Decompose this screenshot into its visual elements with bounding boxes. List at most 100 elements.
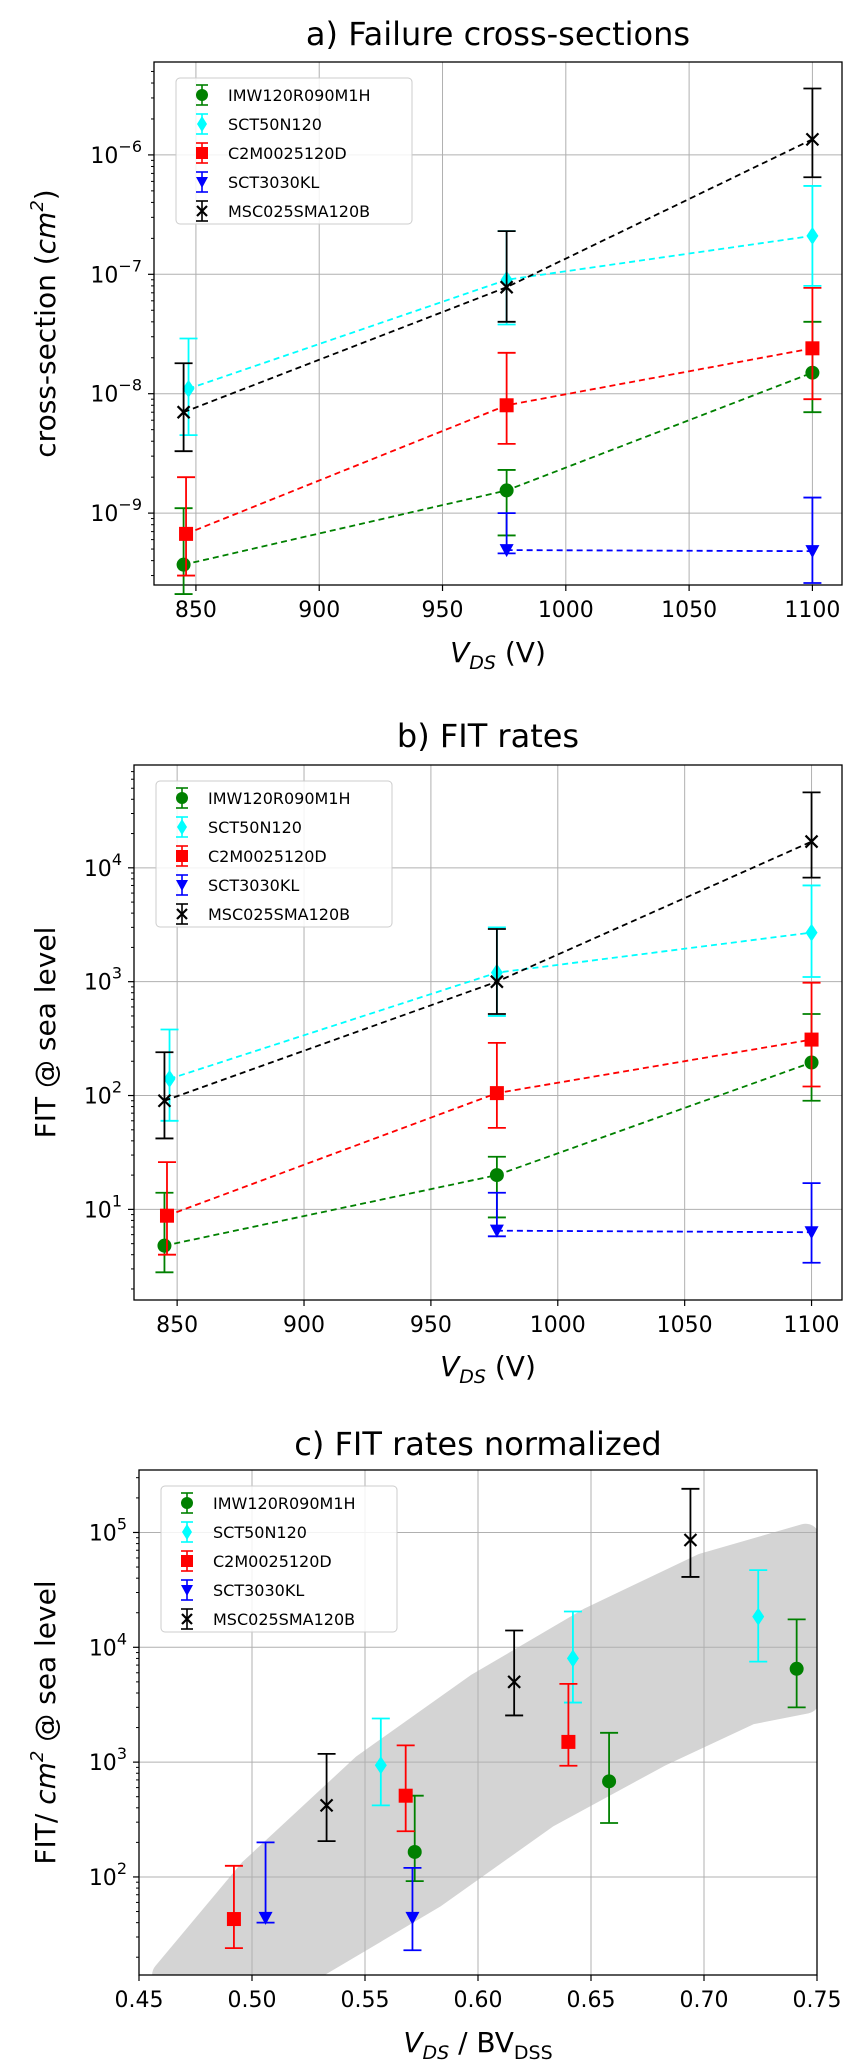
panel-b-fit-rates: 850 900 950 1000 1050 1100 101 102 103 104 IMW120R… (29, 717, 843, 1388)
x-tick-label: 900 (283, 1313, 325, 1338)
legend-marker (176, 792, 188, 804)
x-tick-label: 1050 (661, 598, 717, 623)
data-point (407, 1844, 422, 1859)
data-point (398, 1788, 413, 1803)
y-tick-label: 102 (84, 1078, 122, 1110)
data-point (805, 341, 820, 356)
y-tick-label: 10−9 (90, 495, 142, 527)
legend-marker (196, 147, 208, 159)
legend: IMW120R090M1H SCT50N120 C2M0025120D SCT3030… (155, 780, 393, 928)
legend-label: SCT3030KL (228, 173, 319, 192)
x-tick-label: 1050 (657, 1313, 713, 1338)
y-tick-label: 102 (89, 1859, 127, 1891)
series-IMW120R090M1H (174, 320, 822, 595)
panel-c-fit-rates-normalized: 0.45 0.50 0.55 0.60 0.65 0.70 0.75 102 103 104 105… (27, 1425, 841, 2060)
plot-frame (133, 764, 843, 1301)
y-axis-label: FIT @ sea level (29, 927, 62, 1139)
data-point (805, 545, 820, 559)
data-point (602, 1774, 617, 1789)
legend-label: MSC025SMA120B (208, 905, 350, 924)
series-line (496, 1229, 812, 1234)
data-point (752, 1607, 765, 1626)
legend-box (175, 77, 413, 225)
series-MSC025SMA120B (174, 87, 822, 453)
y-tick-label: 105 (89, 1514, 127, 1546)
legend-marker (181, 1585, 193, 1596)
legend-marker (181, 1497, 193, 1509)
series-MSC025SMA120B (317, 1487, 700, 1843)
series-IMW120R090M1H (405, 1618, 806, 1883)
data-point (499, 544, 514, 558)
data-point (489, 1224, 504, 1238)
data-point (182, 379, 195, 398)
x-tick-label: 0.75 (793, 1988, 842, 2013)
legend-label: C2M0025120D (208, 847, 327, 866)
series-C2M0025120D (157, 981, 821, 1256)
data-point (804, 834, 819, 849)
chart-title: c) FIT rates normalized (294, 1425, 661, 1463)
legend-label: C2M0025120D (213, 1552, 332, 1571)
x-tick-label: 0.60 (454, 1988, 503, 2013)
legend: IMW120R090M1H SCT50N120 C2M0025120D SCT3030… (175, 77, 413, 225)
data-point (499, 280, 514, 294)
data-point (226, 1912, 241, 1927)
legend-marker (197, 116, 207, 132)
data-point (179, 526, 194, 541)
data-point (489, 1168, 504, 1183)
legend-box (155, 780, 393, 928)
legend: IMW120R090M1H SCT50N120 C2M0025120D SCT3030… (160, 1485, 398, 1633)
y-axis-label: cross-section (cm2) (27, 189, 62, 457)
series-SCT3030KL (487, 1182, 821, 1264)
x-tick-label: 1100 (784, 598, 840, 623)
legend-label: SCT3030KL (208, 876, 299, 895)
x-tick-label: 0.45 (115, 1988, 164, 2013)
data-point (176, 405, 191, 419)
y-tick-label: 103 (84, 964, 122, 996)
legend-marker (196, 205, 208, 217)
series-SCT3030KL (256, 1841, 422, 1952)
y-tick-label: 103 (89, 1744, 127, 1776)
x-tick-label: 950 (422, 598, 464, 623)
legend-marker (196, 177, 208, 188)
y-tick-label: 10−7 (90, 256, 142, 288)
data-point (157, 1093, 172, 1108)
chart-title: b) FIT rates (397, 717, 579, 755)
y-axis-label: FIT/ cm2 @ sea level (27, 1580, 62, 1864)
legend-marker (181, 1613, 193, 1625)
y-tick-label: 10−8 (90, 376, 142, 408)
chart-title: a) Failure cross-sections (306, 15, 690, 53)
legend-label: C2M0025120D (228, 144, 347, 163)
data-point (319, 1798, 334, 1813)
legend-label: IMW120R090M1H (213, 1494, 356, 1513)
legend-label: IMW120R090M1H (228, 86, 371, 105)
data-point (566, 1649, 579, 1668)
x-axis-label: VDS (V) (440, 1350, 536, 1388)
series-MSC025SMA120B (155, 791, 821, 1140)
data-point (374, 1756, 387, 1775)
data-point (499, 398, 514, 413)
series-line (506, 549, 813, 553)
legend-label: IMW120R090M1H (208, 789, 351, 808)
x-tick-label: 900 (298, 598, 340, 623)
x-axis-label: VDS / BVDSS (403, 2026, 552, 2060)
legend-marker (196, 89, 208, 101)
legend-marker (176, 908, 188, 920)
series-IMW120R090M1H (155, 1013, 821, 1274)
legend-label: SCT50N120 (208, 818, 302, 837)
data-point (499, 483, 514, 498)
legend-box (160, 1485, 398, 1633)
x-tick-label: 850 (175, 598, 217, 623)
x-axis-label: VDS (V) (450, 636, 546, 674)
data-point (507, 1675, 521, 1689)
data-point (405, 1911, 420, 1925)
series-SCT50N120 (371, 1569, 768, 1807)
data-point (805, 132, 820, 147)
legend-marker (181, 1555, 193, 1567)
legend-label: SCT50N120 (228, 115, 322, 134)
y-tick-label: 10−6 (90, 137, 142, 169)
x-tick-label: 1000 (530, 1313, 586, 1338)
data-point (176, 557, 191, 572)
x-tick-label: 850 (156, 1313, 198, 1338)
data-point (157, 1238, 172, 1253)
